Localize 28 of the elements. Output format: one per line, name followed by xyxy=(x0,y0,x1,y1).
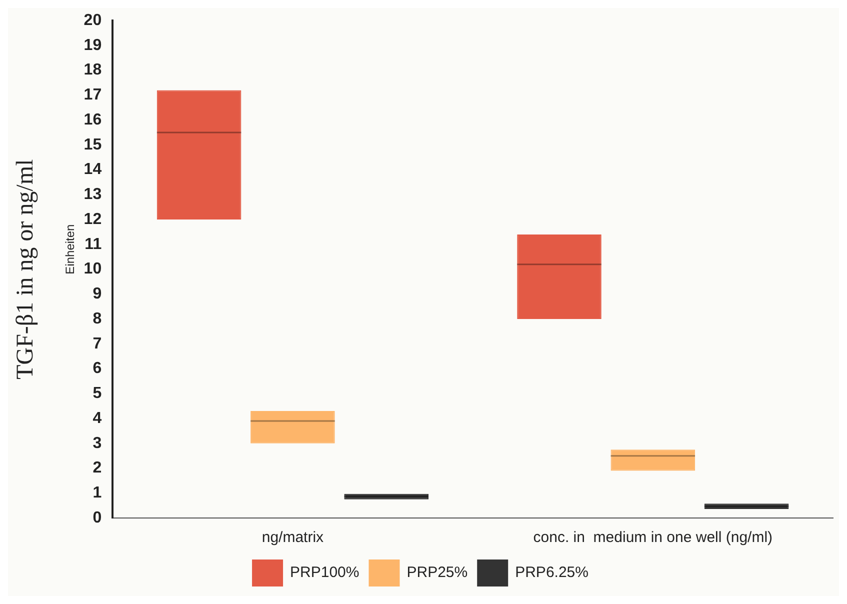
y-tick-label: 12 xyxy=(84,210,102,228)
y-tick-label: 16 xyxy=(84,111,102,128)
y-tick-label: 4 xyxy=(92,410,102,427)
y-tick-label: 19 xyxy=(84,36,102,54)
y-tick-label: 2 xyxy=(92,460,102,477)
y-tick-label: 5 xyxy=(92,385,102,402)
y-tick-label: 13 xyxy=(84,186,102,204)
y-tick-label: 8 xyxy=(92,310,102,328)
y-tick-label: 10 xyxy=(84,260,102,278)
text: Einheiten xyxy=(62,224,77,274)
y-tick-label: 15 xyxy=(84,136,102,154)
y-tick-label: 9 xyxy=(92,286,102,303)
y-tick-label: 14 xyxy=(84,161,102,178)
y-axis-title: TGF-β1 in ng or ng/ml xyxy=(12,158,39,380)
y-tick-label: 7 xyxy=(92,335,102,352)
legend-label: PRP100% xyxy=(290,564,360,582)
y-tick-label: 6 xyxy=(92,360,102,378)
y-tick-label: 3 xyxy=(92,434,102,452)
y-tick-label: 11 xyxy=(84,236,102,253)
x-tick-label: ng/matrix xyxy=(262,529,324,546)
x-tick-label: conc. in medium in one well (ng/ml) xyxy=(533,529,773,546)
legend-label: PRP25% xyxy=(406,564,468,582)
y-tick-label: 0 xyxy=(92,509,102,526)
legend-label: PRP6.25% xyxy=(515,564,588,582)
y-tick-label: 18 xyxy=(84,62,102,79)
y-tick-label: 20 xyxy=(84,12,102,30)
y-tick-label: 17 xyxy=(84,86,102,104)
y-tick-label: 1 xyxy=(92,484,102,502)
